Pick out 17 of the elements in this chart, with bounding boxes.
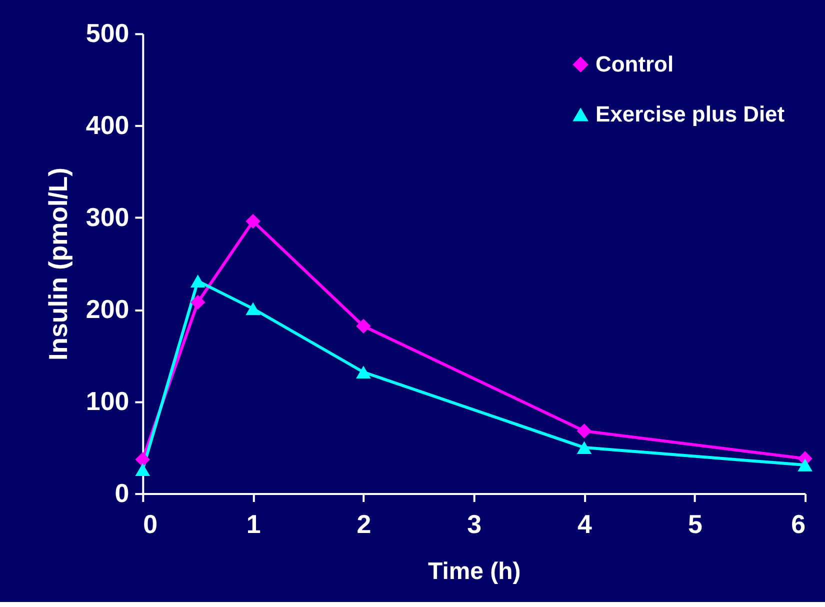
x-tick-label: 6 (791, 510, 806, 539)
x-axis-title: Time (h) (428, 558, 521, 585)
x-tick-label: 2 (356, 510, 372, 539)
y-axis-title: Insulin (pmol/L) (44, 168, 73, 361)
legend-label: Control (596, 52, 674, 77)
y-tick-label: 300 (86, 204, 130, 232)
y-tick-label: 500 (86, 20, 130, 48)
legend-label: Exercise plus Diet (596, 101, 786, 126)
x-tick-label: 4 (578, 510, 593, 539)
x-tick-label: 5 (688, 510, 702, 539)
x-tick-label: 0 (143, 510, 158, 539)
x-tick-label: 3 (467, 510, 482, 539)
y-tick-label: 400 (86, 112, 130, 140)
y-tick-label: 100 (86, 388, 130, 416)
y-tick-label: 0 (114, 480, 130, 508)
x-tick-label: 1 (246, 510, 261, 539)
y-tick-label: 200 (86, 296, 130, 324)
